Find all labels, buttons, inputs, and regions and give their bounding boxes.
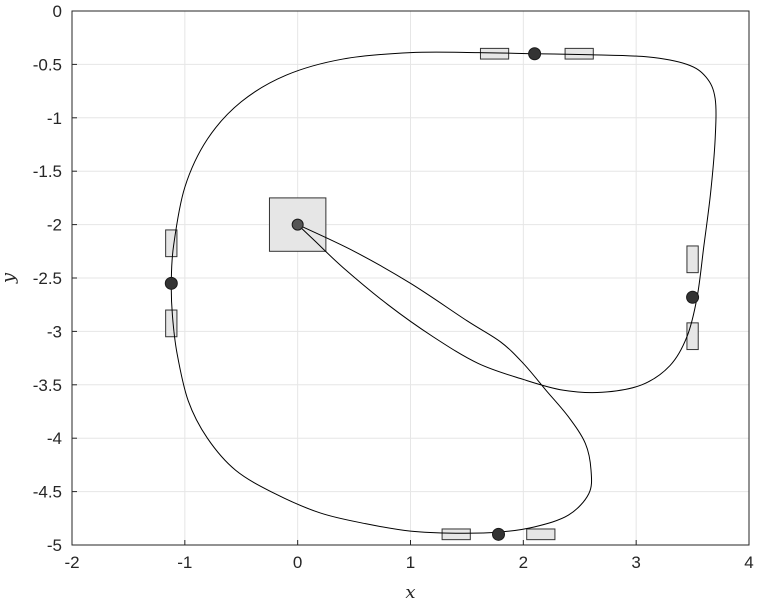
bottom-gate-marker	[492, 527, 506, 541]
y-tick-label: -4.5	[33, 483, 62, 502]
x-tick-label: -2	[64, 553, 79, 572]
series	[170, 51, 717, 534]
x-tick-label: -1	[177, 553, 192, 572]
y-tick-label: -0.5	[33, 55, 62, 74]
right-upper-box	[686, 245, 699, 274]
right-gate-marker	[686, 290, 700, 304]
top-right-box	[564, 47, 594, 60]
bottom-right-box	[526, 528, 556, 541]
tick-labels: -2 -1 0 1 2 3 4 0 -0.5 -1 -1.5 -2 -2.5 -3 -3.5 -4 -4.5 -5	[33, 2, 754, 572]
trajectory-line	[170, 51, 717, 534]
boxes	[165, 47, 699, 541]
left-lower-box	[165, 309, 178, 338]
y-tick-label: -2	[47, 216, 62, 235]
y-tick-label: -1.5	[33, 162, 62, 181]
y-axis-label: y	[0, 272, 19, 284]
y-tick-label: -5	[47, 536, 62, 555]
x-tick-label: 2	[519, 553, 528, 572]
y-tick-label: -2.5	[33, 269, 62, 288]
right-lower-box	[686, 322, 699, 351]
center-gate-marker	[291, 218, 304, 231]
x-tick-label: 0	[293, 553, 302, 572]
y-tick-label: -3	[47, 322, 62, 341]
x-axis-label: x	[405, 582, 415, 603]
y-tick-label: -4	[47, 429, 62, 448]
y-tick-label: -1	[47, 109, 62, 128]
x-tick-label: 4	[744, 553, 753, 572]
top-left-box	[479, 47, 510, 60]
y-tick-label: -3.5	[33, 376, 62, 395]
top-gate-marker	[528, 47, 542, 61]
y-tick-label: 0	[53, 2, 62, 21]
left-gate-marker	[164, 276, 178, 290]
bottom-left-box	[441, 528, 471, 541]
markers	[164, 47, 700, 541]
left-upper-box	[165, 229, 178, 258]
x-tick-label: 3	[631, 553, 640, 572]
x-tick-label: 1	[406, 553, 415, 572]
